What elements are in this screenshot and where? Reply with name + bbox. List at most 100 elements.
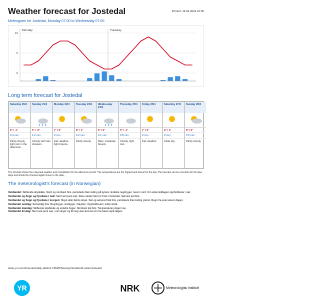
precipitation-bar <box>43 76 49 81</box>
temperature: 8° / 2° <box>185 128 206 134</box>
precipitation-bar <box>175 76 181 81</box>
temperature: 5° / -1° <box>119 128 140 134</box>
icon-graphic <box>38 118 48 127</box>
temperature: 5° / -2° <box>31 128 52 134</box>
sun <box>169 116 175 122</box>
precipitation-bar <box>101 71 107 81</box>
precipitation-bar <box>35 79 41 81</box>
day-name: Thursday 25/4 <box>119 102 140 113</box>
weather-icon <box>185 113 206 128</box>
icon-graphic <box>126 118 136 124</box>
description: Partly cloudy. <box>76 139 92 143</box>
forecast-title: The meteorologist's forecast (in Norwegi… <box>8 182 101 187</box>
precipitation: 0.2 mm <box>75 133 96 139</box>
weather-icon <box>141 113 162 128</box>
precipitation-bar <box>182 79 188 81</box>
weather-icon <box>75 113 96 128</box>
weather-icon <box>31 113 52 128</box>
forecast-paragraph: Vestlandet søndag: Sørvestlig bris. Regn… <box>8 203 204 206</box>
description: Cloudy with rain showers. <box>32 139 51 146</box>
description: Clear sky. <box>164 139 176 143</box>
nrk-logo <box>118 282 142 294</box>
temperature: 6° / -1° <box>9 128 30 134</box>
page: {"header":{"title":"Weather forecast for… <box>8 6 206 296</box>
y-tick-label: 0 <box>16 71 18 75</box>
y-tick-label: 10 <box>15 31 19 35</box>
forecast-day: Saturday 20/4 6° / -1° 0.4 mm Partly cloudy… <box>9 102 31 168</box>
description: Cloudy, light rain. <box>120 139 135 146</box>
day-name: Wednesday 24/4 <box>97 102 118 113</box>
temperature: 8° / 1° <box>75 128 96 134</box>
day-label: Tuesday <box>110 28 122 32</box>
precipitation: 2.1 mm <box>97 133 118 139</box>
description: Partly cloudy. <box>186 139 202 143</box>
met-logo-mark <box>154 284 162 292</box>
icon-graphic <box>104 118 114 127</box>
icon-graphic <box>81 116 92 124</box>
description: Fair weather. <box>142 139 157 143</box>
icon-graphic <box>191 116 202 124</box>
cloud <box>192 118 202 124</box>
description: Fair weather, light breeze. <box>54 139 69 146</box>
footer: YR NRK Meteorologisk institutt <box>14 280 199 296</box>
cloud <box>38 118 48 124</box>
region: Vestlandet tirsdag: <box>8 210 32 214</box>
forecast-text: Skiftende skydekke og enkelte byger. Nor… <box>33 206 127 210</box>
forecast-day: Thursday 25/4 5° / -1° 0.8 mm Cloudy, light… <box>119 102 141 168</box>
precipitation-bar <box>94 73 100 81</box>
region: Vestlandet søndag: <box>8 202 32 206</box>
forecast-text: Skyet eller delvis skyet. Sør og sørvest… <box>60 198 184 202</box>
day-label: Monday <box>22 28 33 32</box>
meteogram-title: Meteogram for Jostedal, Monday 07:00 to … <box>8 19 105 23</box>
forecast-day: Saturday 27/4 9° / 1° 0 mm Clear sky. <box>163 102 185 168</box>
forecast-paragraph: Vestlandet: Skiftende skydekke. Nord og … <box>8 191 204 194</box>
region: Vestlandet og Sogn og Fjordane i morgen: <box>8 198 61 202</box>
precipitation-bar <box>116 79 122 81</box>
region: Vestlandet og Sogn og Fjordane i natt: <box>8 194 56 198</box>
y-tick-label: 5 <box>16 51 18 55</box>
cloud <box>16 118 26 124</box>
forecast-day: Wednesday 24/4 6° / 0° 2.1 mm Rain, moderat… <box>97 102 119 168</box>
forecast-text: Sørvestlig bris. Regnbyger, snøbyger i h… <box>32 202 118 206</box>
long-term-table: Saturday 20/4 6° / -1° 0.4 mm Partly cloudy… <box>8 101 206 169</box>
region: Vestlandet: <box>8 191 22 194</box>
weather-icon <box>9 113 30 128</box>
weather-icon <box>119 113 140 128</box>
day-name: Saturday 27/4 <box>163 102 184 113</box>
temperature-line <box>23 36 193 70</box>
forecast-text: Stort sett pent vær. Flere steder fare f… <box>56 194 141 198</box>
icon-graphic <box>15 116 26 124</box>
cloud <box>82 118 92 124</box>
forecast-day: Tuesday 23/4 8° / 1° 0.2 mm Partly cloudy. <box>75 102 97 168</box>
precipitation: 0.5 mm <box>185 133 206 139</box>
description: Partly cloudy, light rain in the afterno… <box>10 139 27 149</box>
yr-logo-text: YR <box>17 286 27 293</box>
precipitation: 0 mm <box>163 133 184 139</box>
precipitation: 0.8 mm <box>119 133 140 139</box>
sun <box>59 116 65 122</box>
forecast-text: Stort sett pent vær, men skyer og litt r… <box>31 210 123 214</box>
rain-drops <box>38 123 47 127</box>
met-logo <box>151 281 165 295</box>
precipitation-bar <box>160 80 166 81</box>
url: www.yr.no/en/forecast/daily-table/1-1562… <box>8 266 102 270</box>
precipitation-bar <box>87 78 93 81</box>
forecast-text: Vestlandet: Skiftende skydekke. Nord og … <box>8 191 204 214</box>
sun <box>147 116 153 122</box>
weather-icon <box>163 113 184 128</box>
long-term-title: Long term forecast for Jostedal <box>8 93 83 99</box>
met-logo-text: Meteorologisk institutt <box>166 286 199 290</box>
precipitation-bar <box>109 75 115 81</box>
precipitation-bar <box>50 80 56 81</box>
forecast-paragraph: Vestlandet og Sogn og Fjordane i natt: S… <box>8 195 204 198</box>
day-name: Friday 26/4 <box>141 102 162 113</box>
day-name: Saturday 20/4 <box>9 102 30 113</box>
temperature: 7° / 0° <box>53 128 74 134</box>
yr-logo <box>14 280 30 296</box>
icon-graphic <box>147 116 153 122</box>
forecast-text: Skiftende skydekke. Nord og nordvest bri… <box>22 191 191 194</box>
temperature: 9° / 1° <box>163 128 184 134</box>
description: Rain, moderate breeze. <box>98 139 116 146</box>
region: Vestlandet mandag: <box>8 206 33 210</box>
